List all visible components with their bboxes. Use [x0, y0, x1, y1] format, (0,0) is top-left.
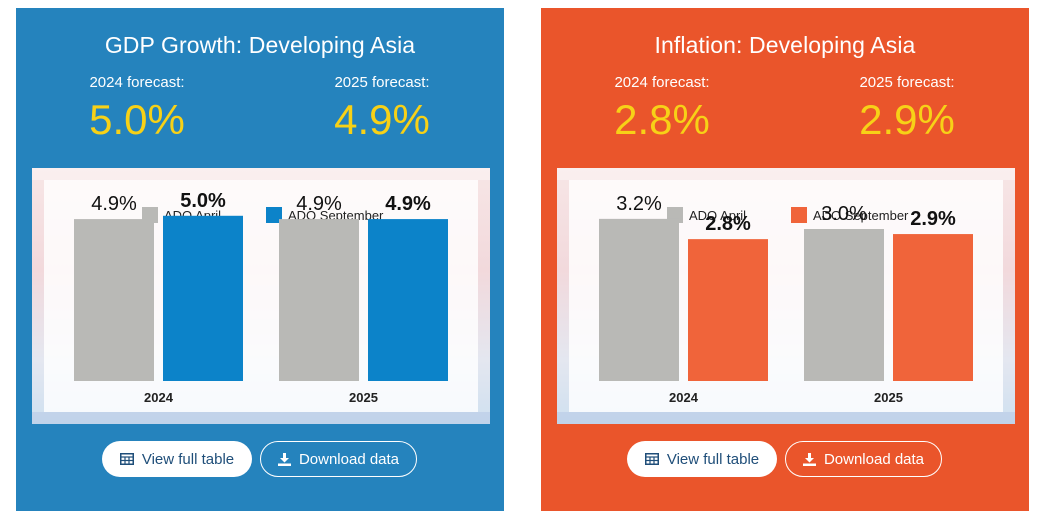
chart-background: ADO April ADO September 4.9% 5.0% 2024 4.9% 4.…: [32, 168, 490, 424]
forecast-2024-label: 2024 forecast:: [614, 74, 710, 91]
data-label: 3.0%: [821, 203, 867, 225]
legend-label: ADO September: [813, 208, 909, 223]
chart-background: ADO April ADO September 3.2% 2.8% 2024 3.0% 2.…: [557, 168, 1015, 424]
legend-swatch: [266, 207, 282, 223]
data-label: 2.8%: [705, 213, 751, 235]
legend-label: ADO April: [689, 208, 746, 223]
data-label: 4.9%: [385, 193, 431, 215]
forecast-2025-value: 2.9%: [859, 96, 955, 143]
legend-swatch: [791, 207, 807, 223]
chart-area: ADO April ADO September 3.2% 2.8% 2024 3.0% 2.…: [569, 180, 1003, 412]
download-icon: [802, 452, 816, 466]
download-data-label: Download data: [298, 450, 400, 468]
panel-title: Inflation: Developing Asia: [654, 32, 916, 58]
data-label: 2.9%: [910, 208, 956, 230]
category-label: 2025: [349, 390, 378, 405]
download-data-button[interactable]: Download data: [785, 441, 942, 477]
panel-title: GDP Growth: Developing Asia: [104, 32, 416, 58]
download-data-label: Download data: [823, 450, 925, 468]
forecast-2024-label: 2024 forecast:: [89, 74, 185, 91]
forecast-2024-value: 5.0%: [89, 96, 185, 143]
bar: [893, 234, 973, 381]
view-full-table-button[interactable]: View full table: [102, 441, 252, 477]
data-label: 4.9%: [91, 193, 137, 215]
data-label: 3.2%: [616, 193, 662, 215]
category-label: 2025: [874, 390, 903, 405]
download-icon: [277, 452, 291, 466]
view-full-table-button[interactable]: View full table: [627, 441, 777, 477]
bar: [599, 218, 679, 381]
data-label: 5.0%: [180, 190, 226, 212]
bar: [688, 239, 768, 381]
chart-area: ADO April ADO September 4.9% 5.0% 2024 4.9% 4.…: [44, 180, 478, 412]
forecast-2024-value: 2.8%: [614, 96, 710, 143]
download-data-button[interactable]: Download data: [260, 441, 417, 477]
inflation-bar-chart: ADO April ADO September 3.2% 2.8% 2024 3.0% 2.…: [599, 193, 973, 405]
data-label: 4.9%: [296, 193, 342, 215]
bar: [368, 219, 448, 381]
view-full-table-label: View full table: [141, 450, 235, 468]
table-icon: [644, 453, 659, 465]
view-full-table-label: View full table: [666, 450, 760, 468]
legend-item: ADO September: [791, 207, 909, 223]
category-label: 2024: [669, 390, 699, 405]
forecast-2025-label: 2025 forecast:: [334, 74, 430, 91]
inflation-panel: Inflation: Developing Asia 2024 forecast…: [541, 8, 1029, 511]
legend-swatch: [142, 207, 158, 223]
forecast-2025-value: 4.9%: [334, 96, 430, 143]
forecast-2025-label: 2025 forecast:: [859, 74, 955, 91]
bar: [279, 219, 359, 381]
bar: [163, 215, 243, 381]
category-label: 2024: [144, 390, 174, 405]
bar: [804, 229, 884, 381]
gdp-panel: GDP Growth: Developing Asia 2024 forecas…: [16, 8, 504, 511]
bar: [74, 219, 154, 381]
table-icon: [119, 453, 134, 465]
